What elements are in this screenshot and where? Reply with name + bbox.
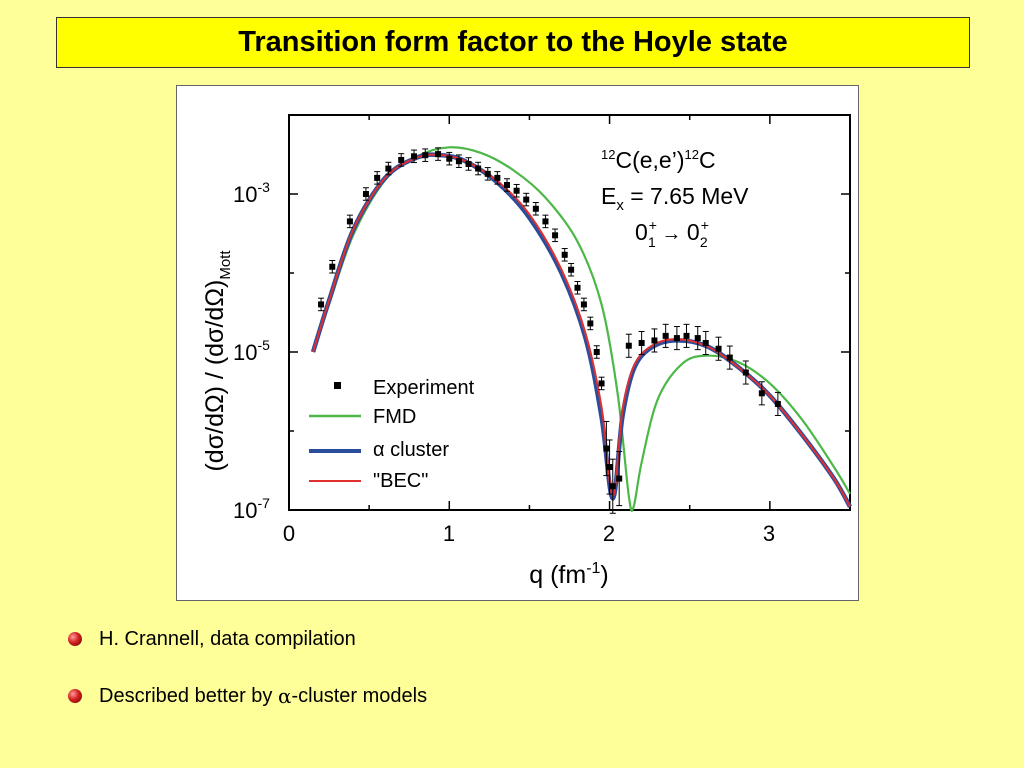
legend-label-fmd: FMD [373,406,416,428]
data-point [568,266,575,273]
y-tick-label: 10-3 [233,179,270,207]
energy-label: Ex = 7.65 MeV [601,183,749,214]
data-point [435,151,442,158]
data-point [465,160,472,167]
x-axis-label: q (fm-1) [529,560,609,589]
data-point [580,301,587,308]
data-point [385,165,392,172]
experiment-layer [318,147,781,514]
x-tick-label: 0 [283,521,295,546]
data-point [542,218,549,225]
chart-svg: 0 1 2 3 10-3 10-5 10-7 q (fm-1) (dσ/dΩ) … [201,114,852,589]
legend-marker-experiment [334,382,341,389]
bullet-dot-icon [68,689,82,703]
title-box: Transition form factor to the Hoyle stat… [56,17,970,68]
data-point [616,475,623,482]
chart-figure: 0 1 2 3 10-3 10-5 10-7 q (fm-1) (dσ/dΩ) … [176,85,859,601]
bullet-item: Described better by α -cluster models [68,681,968,711]
data-point [702,339,709,346]
data-point [758,390,765,397]
y-axis-label: (dσ/dΩ) / (dσ/dΩ)Mott [201,250,234,472]
data-point [411,153,418,160]
bullet-text: H. Crannell, data compilation [99,627,356,650]
data-point [513,187,520,194]
data-point [561,251,568,258]
data-point [609,483,616,490]
bullet-text-prefix: Described better by [99,684,278,707]
reaction-label: 12C(e,e’)12C [601,147,716,173]
data-point [329,263,336,270]
data-point [651,337,658,344]
data-point [475,165,482,172]
x-tick-label: 2 [603,521,615,546]
series-line-bec [312,153,851,508]
bullet-text-suffix: -cluster models [291,684,428,707]
bullet-item: H. Crannell, data compilation [68,624,968,654]
x-tick-label: 1 [443,521,455,546]
data-point [523,196,530,203]
y-tick-label: 10-5 [233,337,270,365]
data-point [362,191,369,197]
data-point [606,464,613,471]
data-point [494,174,501,181]
legend: Experiment FMD α cluster "BEC" [309,377,475,492]
data-point [593,349,600,355]
y-tick-label: 10-7 [233,495,270,523]
data-point [574,284,581,291]
data-point [503,181,510,188]
x-tick-label: 3 [763,521,775,546]
data-point [484,170,491,177]
data-point [598,380,605,387]
data-point [446,155,453,162]
data-point [774,400,781,407]
data-point [715,345,722,352]
slide-title: Transition form factor to the Hoyle stat… [238,26,788,58]
data-point [422,152,429,159]
data-point [638,339,645,346]
data-point [625,342,632,349]
data-point [662,332,669,339]
plot-frame [288,114,851,511]
data-point [398,156,405,163]
data-point [318,301,325,308]
tick-layer [288,114,851,511]
data-point [683,332,690,339]
legend-label-experiment: Experiment [373,377,475,399]
data-point [587,320,594,327]
series-layer [310,146,852,512]
data-point [694,335,701,342]
data-point [455,158,462,165]
data-point [552,232,559,239]
bullet-text-symbol: α [277,684,292,708]
bullet-dot-icon [68,632,82,646]
transition-label: 0+ 1 → 0+ 2 [635,217,709,250]
legend-label-alpha: α cluster [373,439,449,461]
data-point [346,218,353,225]
data-point [603,445,610,452]
bullet-list: H. Crannell, data compilation Described … [68,624,968,738]
data-point [742,369,749,376]
data-point [374,174,381,181]
legend-label-bec: "BEC" [373,470,428,492]
data-point [673,335,680,342]
data-point [726,354,733,361]
data-point [532,205,539,212]
